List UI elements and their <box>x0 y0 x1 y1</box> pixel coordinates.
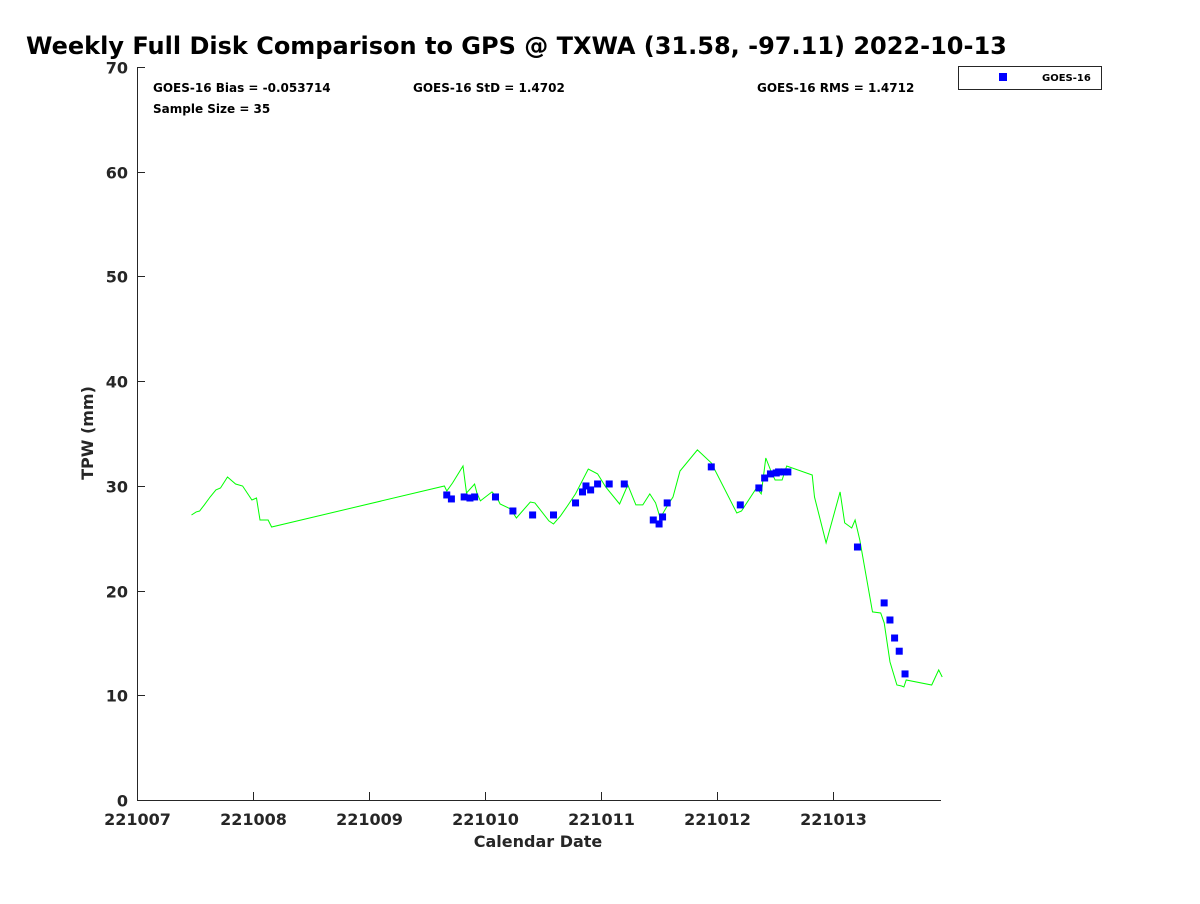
data-point-goes16 <box>880 599 888 607</box>
y-axis-label: TPW (mm) <box>78 386 97 480</box>
data-point-goes16 <box>579 488 587 496</box>
y-tick-label: 50 <box>106 268 128 287</box>
legend-label-goes16: GOES-16 <box>1042 73 1091 84</box>
y-tick-label: 0 <box>117 792 128 811</box>
stat-std: GOES-16 StD = 1.4702 <box>413 81 565 95</box>
stat-bias: GOES-16 Bias = -0.053714 <box>153 81 331 95</box>
data-point-goes16 <box>901 670 909 678</box>
data-point-goes16 <box>655 520 663 528</box>
legend: GOES-16 <box>958 66 1102 90</box>
data-point-goes16 <box>466 494 474 502</box>
x-tick-label: 221011 <box>568 810 635 829</box>
data-point-goes16 <box>587 486 595 494</box>
data-point-goes16 <box>766 470 774 478</box>
y-tick-label: 10 <box>106 687 128 706</box>
plot-area: 0 10 20 30 40 50 60 70 221007 221008 221009 221010 2… <box>104 59 943 829</box>
data-point-goes16 <box>649 516 657 524</box>
data-point-goes16 <box>605 480 613 488</box>
series-line-gps <box>191 449 943 688</box>
data-point-goes16 <box>582 482 590 490</box>
data-point-goes16 <box>471 493 479 501</box>
x-tick-label: 221008 <box>220 810 287 829</box>
y-tick-label: 60 <box>106 164 128 183</box>
chart-title: Weekly Full Disk Comparison to GPS @ TXW… <box>26 32 1007 60</box>
data-point-goes16 <box>447 495 455 503</box>
x-tick-label: 221007 <box>104 810 171 829</box>
data-point-goes16 <box>509 507 517 515</box>
data-point-goes16 <box>529 511 537 519</box>
data-point-goes16 <box>707 463 715 471</box>
x-tick-label: 221013 <box>800 810 867 829</box>
data-point-goes16 <box>853 543 861 551</box>
stat-rms: GOES-16 RMS = 1.4712 <box>757 81 914 95</box>
stat-sample-size: Sample Size = 35 <box>153 102 270 116</box>
y-tick-label: 70 <box>106 59 128 78</box>
x-tick-label: 221012 <box>684 810 751 829</box>
legend-box <box>958 66 1102 90</box>
data-point-goes16 <box>784 468 792 476</box>
data-point-goes16 <box>659 513 667 521</box>
data-point-goes16 <box>491 493 499 501</box>
y-tick-label: 30 <box>106 478 128 497</box>
data-point-goes16 <box>891 634 899 642</box>
data-point-goes16 <box>761 474 769 482</box>
data-point-goes16 <box>886 616 894 624</box>
data-point-goes16 <box>443 491 451 499</box>
data-point-goes16 <box>895 647 903 655</box>
data-point-goes16 <box>663 499 671 507</box>
y-tick-label: 40 <box>106 373 128 392</box>
legend-marker-goes16 <box>999 73 1007 81</box>
data-point-goes16 <box>572 499 580 507</box>
data-point-goes16 <box>736 501 744 509</box>
x-axis-label: Calendar Date <box>474 832 603 851</box>
y-tick-label: 20 <box>106 583 128 602</box>
x-tick-label: 221010 <box>452 810 519 829</box>
data-point-goes16 <box>755 484 763 492</box>
data-point-goes16 <box>775 468 783 476</box>
data-point-goes16 <box>550 511 558 519</box>
data-point-goes16 <box>620 480 628 488</box>
x-tick-label: 221009 <box>336 810 403 829</box>
data-point-goes16 <box>460 493 468 501</box>
data-point-goes16 <box>594 480 602 488</box>
